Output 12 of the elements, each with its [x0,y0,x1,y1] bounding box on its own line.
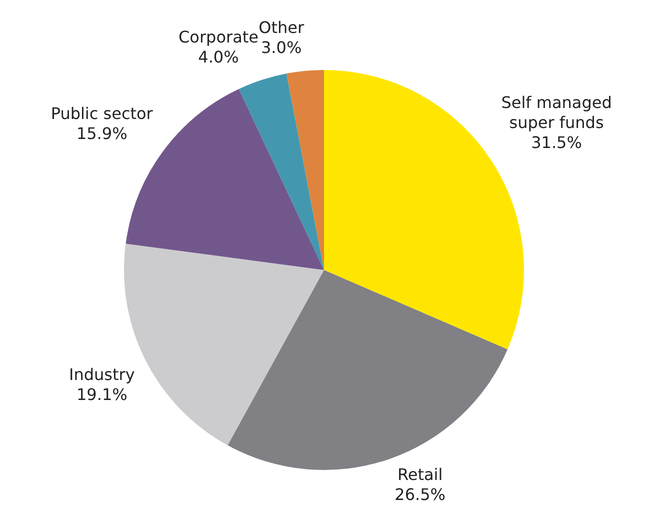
slice-label: Self managed super funds [501,92,612,132]
data-label: 26.5% [394,485,446,504]
data-label: 31.5% [531,132,582,152]
data-label: 3.0% [261,38,302,58]
slice-label: Industry [68,364,135,384]
data-label: 19.1% [76,384,128,404]
slice-label: Other [258,18,304,38]
slice-label: Public sector [50,104,154,124]
data-label: 15.9% [76,124,128,144]
data-label: 4.0% [198,48,239,67]
slice-label: Retail [397,465,443,484]
slice-label: Corporate [178,28,258,47]
